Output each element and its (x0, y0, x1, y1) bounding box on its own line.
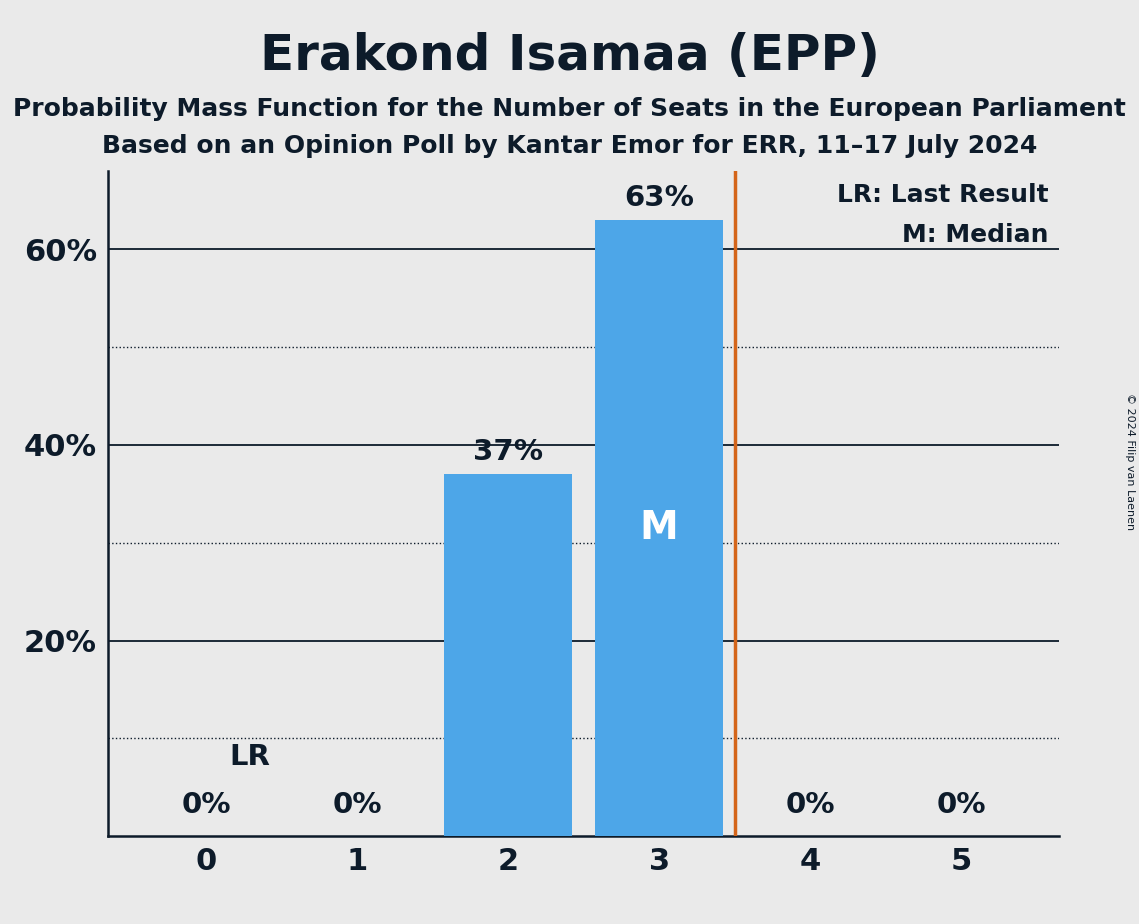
Text: 0%: 0% (786, 791, 835, 819)
Bar (595, 220, 723, 836)
Text: Erakond Isamaa (EPP): Erakond Isamaa (EPP) (260, 32, 879, 80)
Text: Probability Mass Function for the Number of Seats in the European Parliament: Probability Mass Function for the Number… (13, 97, 1126, 121)
Text: 0%: 0% (333, 791, 382, 819)
Text: © 2024 Filip van Laenen: © 2024 Filip van Laenen (1125, 394, 1134, 530)
Bar (444, 474, 573, 836)
Text: LR: Last Result: LR: Last Result (837, 183, 1049, 207)
Text: 0%: 0% (936, 791, 986, 819)
Text: LR: LR (229, 743, 270, 772)
Text: M: Median: M: Median (902, 223, 1049, 247)
Text: 37%: 37% (474, 438, 543, 467)
Text: 0%: 0% (181, 791, 231, 819)
Text: 63%: 63% (624, 184, 694, 212)
Text: Based on an Opinion Poll by Kantar Emor for ERR, 11–17 July 2024: Based on an Opinion Poll by Kantar Emor … (101, 134, 1038, 158)
Text: M: M (640, 509, 679, 547)
